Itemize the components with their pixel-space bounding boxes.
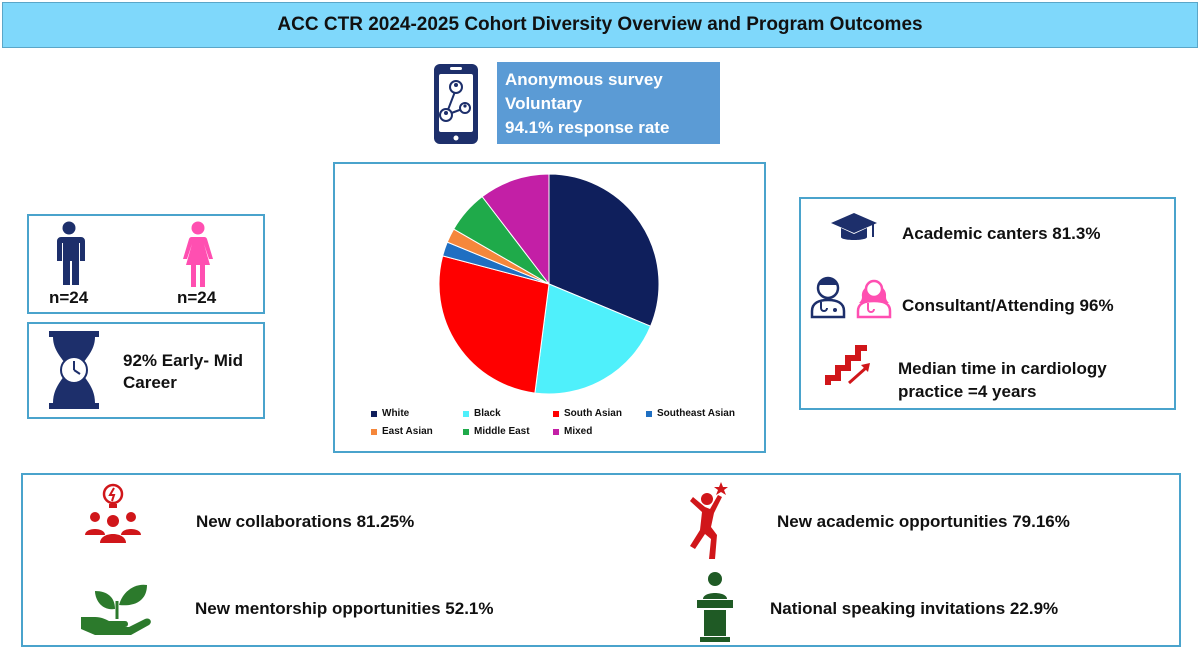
pie-slice-white (548, 173, 660, 327)
outcomes-panel: New collaborations 81.25% New academic o… (21, 473, 1181, 647)
mentorship-stat: New mentorship opportunities 52.1% (195, 599, 494, 618)
survey-line-2: Voluntary (505, 94, 583, 113)
career-text: 92% Early- Mid Career (123, 350, 243, 394)
legend-label: Mixed (564, 426, 593, 437)
female-icon (183, 221, 213, 287)
median-time-stat: Median time in cardiology practice =4 ye… (898, 357, 1107, 403)
page-title: ACC CTR 2024-2025 Cohort Diversity Overv… (2, 2, 1198, 48)
graduation-cap-icon (831, 213, 877, 240)
median-line-2: practice =4 years (898, 382, 1037, 401)
legend-south-asian: South Asian (553, 408, 622, 419)
speaking-stat: National speaking invitations 22.9% (770, 599, 1059, 618)
career-line-1: 92% Early- Mid (123, 351, 243, 370)
male-count: n=24 (49, 288, 89, 307)
legend-swatch (371, 410, 377, 417)
plant-hand-icon (81, 584, 151, 635)
pie-slice-south-asian (438, 255, 550, 394)
legend-swatch (463, 428, 469, 435)
legend-white: White (371, 408, 409, 419)
male-doctor-icon (810, 276, 846, 319)
phone-survey-icon (434, 64, 478, 144)
legend-label: White (382, 408, 410, 419)
legend-swatch (463, 410, 469, 417)
legend-swatch (553, 428, 559, 435)
legend-black: Black (463, 408, 501, 419)
survey-info-box: Anonymous survey Voluntary 94.1% respons… (497, 62, 720, 144)
consultant-stat: Consultant/Attending 96% (902, 296, 1114, 315)
collaborations-stat: New collaborations 81.25% (196, 512, 415, 531)
gender-panel: n=24 n=24 (27, 214, 265, 314)
legend-label: Southeast Asian (657, 408, 735, 419)
hourglass-icon (49, 331, 99, 409)
ethnicity-pie-chart (438, 173, 660, 395)
pie-slice-black (534, 283, 652, 395)
practice-panel: Academic canters 81.3% Consultant/Attend… (799, 197, 1176, 410)
legend-label: East Asian (382, 426, 433, 437)
pie-slice-mixed (481, 173, 550, 286)
median-line-1: Median time in cardiology (898, 359, 1107, 378)
legend-east-asian: East Asian (371, 426, 433, 437)
stairs-growth-icon (825, 345, 870, 385)
female-doctor-icon (856, 279, 892, 319)
legend-southeast-asian: Southeast Asian (646, 408, 735, 419)
jumping-person-icon (690, 482, 728, 559)
male-icon (57, 221, 85, 285)
academic-opportunities-stat: New academic opportunities 79.16% (777, 512, 1070, 531)
survey-line-1: Anonymous survey (505, 70, 663, 89)
academic-centers-stat: Academic canters 81.3% (902, 224, 1101, 243)
career-line-2: Career (123, 373, 177, 392)
female-count: n=24 (177, 288, 217, 307)
survey-line-3: 94.1% response rate (505, 118, 670, 137)
legend-middle-east: Middle East (463, 426, 530, 437)
collaboration-icon (85, 483, 141, 543)
legend-swatch (646, 410, 652, 417)
legend-swatch (553, 410, 559, 417)
career-panel: 92% Early- Mid Career (27, 322, 265, 419)
legend-label: South Asian (564, 408, 622, 419)
legend-label: Middle East (474, 426, 530, 437)
ethnicity-chart-panel: White Black South Asian Southeast Asian … (333, 162, 766, 453)
legend-swatch (371, 428, 377, 435)
podium-speaker-icon (697, 572, 733, 642)
legend-label: Black (474, 408, 501, 419)
page-title-text: ACC CTR 2024-2025 Cohort Diversity Overv… (277, 14, 923, 35)
legend-mixed: Mixed (553, 426, 592, 437)
